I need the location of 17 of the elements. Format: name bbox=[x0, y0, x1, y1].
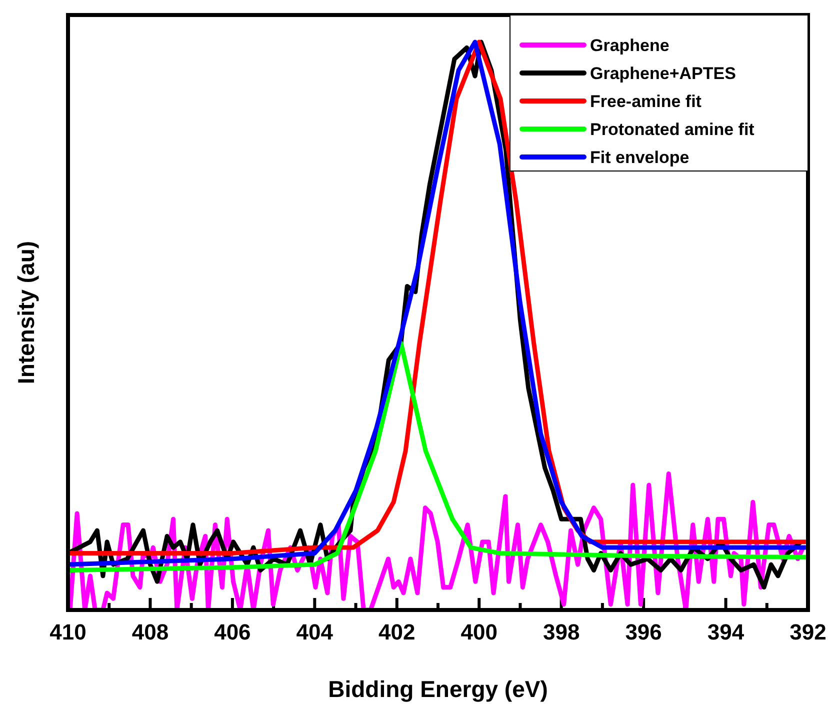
x-tick-label: 406 bbox=[214, 620, 251, 645]
x-tick-label: 392 bbox=[790, 620, 826, 645]
x-tick-label: 410 bbox=[50, 620, 86, 645]
y-axis-title: Intensity (au) bbox=[13, 240, 39, 384]
legend-label: Fit envelope bbox=[590, 148, 690, 167]
legend-label: Graphene+APTES bbox=[590, 64, 736, 83]
x-tick-label: 404 bbox=[296, 620, 334, 645]
x-tick-label: 400 bbox=[460, 620, 498, 645]
x-tick-label: 396 bbox=[625, 620, 662, 645]
x-axis-title: Bidding Energy (eV) bbox=[328, 676, 548, 702]
x-tick-label: 402 bbox=[378, 620, 416, 645]
legend-label: Free-amine fit bbox=[590, 92, 702, 111]
legend-label: Graphene bbox=[590, 36, 670, 55]
legend-label: Protonated amine fit bbox=[590, 120, 755, 139]
x-tick-label: 398 bbox=[542, 620, 580, 645]
x-tick-label: 408 bbox=[132, 620, 169, 645]
x-tick-label: 394 bbox=[707, 620, 745, 645]
